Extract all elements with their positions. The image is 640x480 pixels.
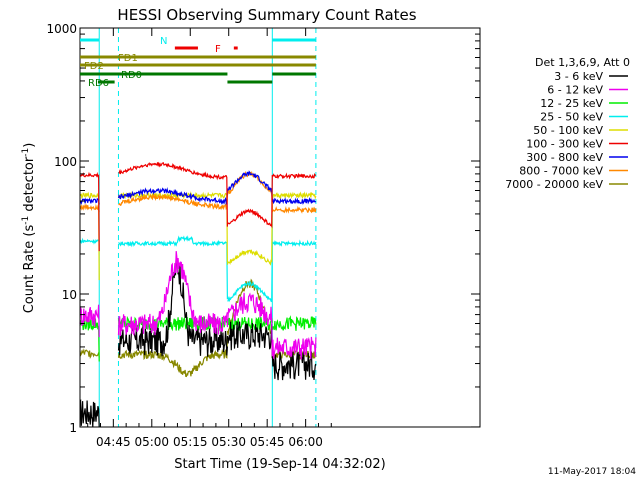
x-tick-label: 06:00 [288,435,323,449]
y-axis-label: Count Rate (s-1 detector-1) [21,143,37,314]
series-line-2 [79,315,317,362]
y-tick-label: 100 [54,155,77,169]
chart-title: HESSI Observing Summary Count Rates [117,6,416,24]
y-tick-label: 1 [69,421,77,435]
legend-label: 100 - 300 keV [526,138,603,151]
series-line-5 [79,161,317,252]
legend-label: 300 - 800 keV [526,151,603,164]
legend-label: 12 - 25 keV [540,97,603,110]
series-line-0 [79,256,317,427]
series-line-1 [79,251,317,360]
x-tick-label: 05:45 [250,435,285,449]
legend-label: 25 - 50 keV [540,111,603,124]
legend-header: Det 1,3,6,9, Att 0 [535,56,630,69]
flag-label-n: N [160,36,167,47]
x-tick-label: 05:15 [173,435,208,449]
legend-label: 6 - 12 keV [547,84,603,97]
flag-bars: N F FD1 FD2 RD0 RD6 [80,36,316,89]
x-tick-label: 05:00 [134,435,169,449]
y-tick-label: 10 [62,288,77,302]
y-axis: 1 10 100 1000 [46,22,480,435]
flag-label-fd1: FD1 [118,53,138,64]
legend-label: 7000 - 20000 keV [505,178,603,191]
x-axis: 04:45 05:00 05:15 05:30 05:45 06:00 [87,28,332,449]
legend-label: 800 - 7000 keV [519,165,603,178]
legend-label: 3 - 6 keV [554,70,603,83]
series-line-8 [79,278,317,378]
y-tick-label: 1000 [46,22,77,36]
series-line-3 [79,235,317,303]
footer-date: 11-May-2017 18:04 [548,467,636,477]
flag-label-fd2: FD2 [84,61,104,72]
legend-label: 50 - 100 keV [533,124,603,137]
series-line-4 [79,191,317,281]
x-axis-label: Start Time (19-Sep-14 04:32:02) [174,457,385,472]
flag-label-rd6: RD6 [88,78,109,89]
flag-label-f: F [215,44,221,55]
x-tick-label: 04:45 [96,435,131,449]
series-line-6 [79,170,317,206]
plot-area [79,28,317,427]
flag-label-rd0: RD0 [121,70,142,81]
x-tick-label: 05:30 [211,435,246,449]
series-line-7 [79,170,317,214]
